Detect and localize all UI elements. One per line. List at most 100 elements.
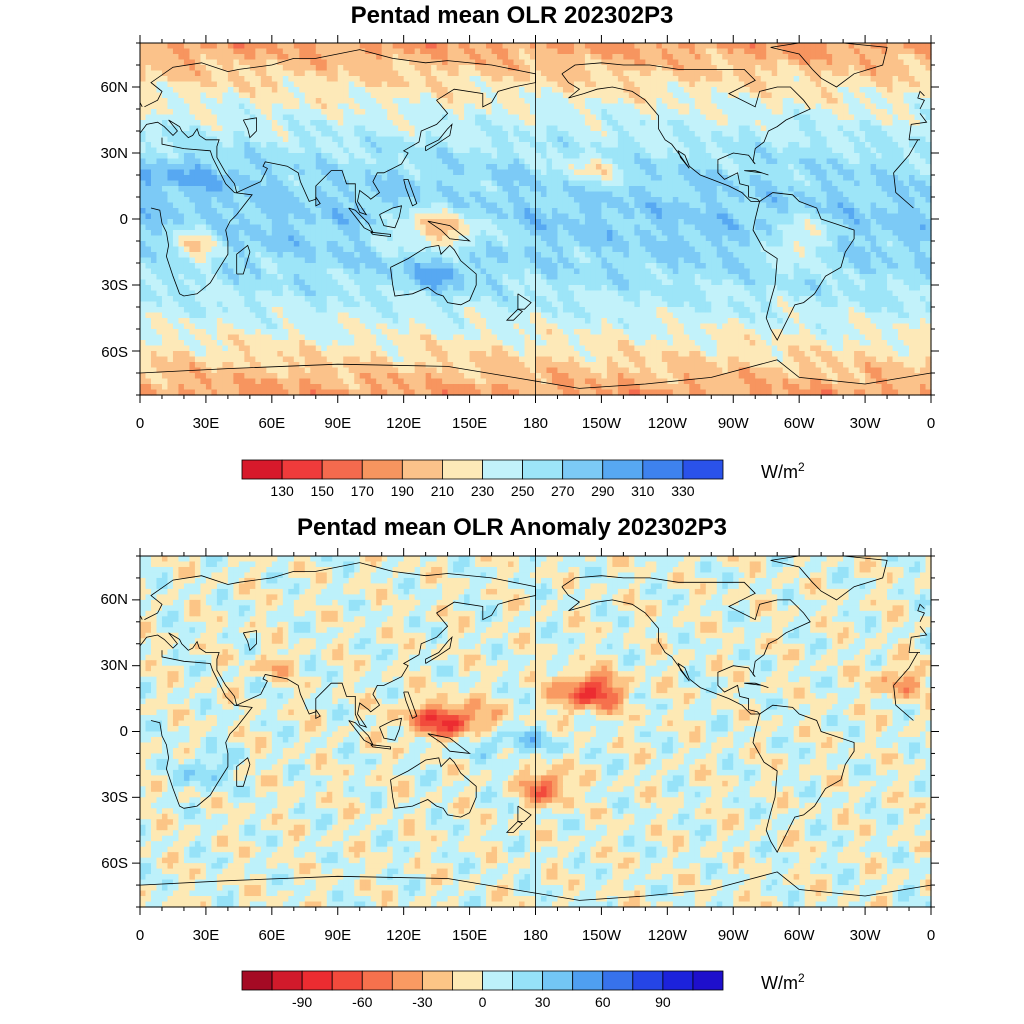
colorbar-swatch	[482, 970, 513, 991]
colorbar-swatch	[452, 970, 483, 991]
colorbar-label: 90	[655, 994, 671, 1010]
colorbar-label: 130	[270, 483, 294, 499]
coastline	[425, 123, 453, 152]
colorbar: -90 -60 -30 0 30 60 90 W/m2	[241, 970, 805, 1010]
lon-tick-label: 0	[927, 927, 935, 944]
lon-tick-label: 90W	[718, 927, 750, 944]
lat-axis: 60N 30N 0 30S 60S	[100, 555, 939, 908]
coastline	[561, 62, 811, 202]
colorbar-unit: W/m2	[761, 971, 805, 993]
lat-tick-label: 60S	[101, 344, 128, 361]
colorbar-label: 0	[479, 994, 487, 1010]
coastline	[150, 650, 919, 809]
colorbar-swatch	[271, 970, 303, 991]
lon-tick-label: 30W	[850, 415, 882, 432]
coastline	[370, 744, 391, 750]
coastline	[744, 170, 769, 176]
colorbar-label: 190	[391, 483, 415, 499]
lat-tick-label: 60N	[100, 79, 128, 96]
lon-tick-label: 60W	[784, 927, 816, 944]
coastline	[242, 117, 257, 139]
lon-tick-label: 60W	[784, 415, 816, 432]
lon-tick-label: 0	[136, 415, 144, 432]
colorbar-label: 30	[535, 994, 551, 1010]
shading-layer	[140, 556, 932, 908]
coastline	[379, 205, 403, 229]
lon-tick-label: 180	[523, 927, 548, 944]
lon-tick-label: 30E	[193, 927, 220, 944]
lon-tick-label: 120E	[386, 927, 421, 944]
coastline	[403, 691, 418, 719]
lon-tick-label: 0	[136, 927, 144, 944]
lat-tick-label: 30N	[100, 145, 128, 162]
colorbar-swatch	[391, 970, 423, 991]
colorbar-swatch	[331, 970, 363, 991]
colorbar-swatch	[421, 970, 453, 991]
colorbar-label: 60	[595, 994, 611, 1010]
colorbar-label: -30	[412, 994, 432, 1010]
colorbar-label: 210	[431, 483, 455, 499]
coastline	[242, 630, 257, 652]
coastline	[315, 709, 321, 719]
colorbar-swatch	[602, 970, 634, 991]
lon-tick-label: 30E	[193, 415, 220, 432]
coastline	[236, 244, 251, 275]
coastline	[561, 575, 811, 715]
colorbar-swatch	[692, 970, 724, 991]
colorbar-label: 150	[311, 483, 335, 499]
coastline	[348, 207, 374, 234]
lon-axis: 0 30E 60E 90E 120E 150E 180 150W 120W 90W 60W 30W 0	[136, 35, 935, 432]
coastline	[379, 717, 403, 741]
coastline	[139, 871, 932, 901]
coastline	[348, 720, 374, 746]
colorbar-label: 230	[471, 483, 495, 499]
colorbar-swatch	[662, 970, 694, 991]
coastline	[427, 220, 471, 242]
lon-tick-label: 120E	[386, 415, 421, 432]
colorbar-label: 170	[351, 483, 375, 499]
panel1-map: 60N 30N 0 30S 60S 0 30E 60E 90E 120E 150E 180 150W 12…	[100, 35, 939, 499]
coastline	[150, 137, 919, 297]
lon-tick-label: 120W	[648, 927, 688, 944]
lon-tick-label: 60E	[258, 927, 285, 944]
coastline	[390, 757, 477, 818]
lon-tick-label: 90E	[324, 927, 351, 944]
colorbar-swatch	[301, 970, 333, 991]
coastline	[744, 682, 769, 688]
colorbar-label: 310	[631, 483, 655, 499]
colorbar-label: 290	[591, 483, 615, 499]
colorbar-label: -60	[352, 994, 372, 1010]
coastline	[370, 231, 391, 238]
coastline	[425, 635, 453, 664]
coastline	[752, 704, 855, 854]
coastline	[139, 359, 932, 389]
coastline	[315, 196, 321, 207]
lon-tick-label: 0	[927, 415, 935, 432]
coastline	[427, 733, 471, 754]
lon-axis: 0 30E 60E 90E 120E 150E 180 150W 120W 90W 60W 30W 0	[136, 548, 935, 944]
colorbar: 130 150 170 190 210 230 250 270 290 310 330 W/m2	[241, 459, 805, 499]
lon-tick-label: 150E	[452, 927, 487, 944]
colorbar-label: 330	[671, 483, 695, 499]
colorbar-swatch	[241, 970, 273, 991]
colorbar-swatch	[512, 970, 544, 991]
coastline	[517, 805, 532, 822]
coastline	[752, 192, 855, 341]
colorbar-swatch	[361, 970, 393, 991]
panel1-title: Pentad mean OLR 202302P3	[350, 2, 674, 29]
lon-tick-label: 90W	[718, 415, 750, 432]
colorbar-swatch	[632, 970, 664, 991]
coastline	[139, 562, 928, 728]
colorbar-label: 250	[511, 483, 535, 499]
shading-layer	[140, 43, 932, 396]
lat-tick-label: 0	[120, 723, 128, 740]
coastline	[236, 757, 251, 787]
lat-tick-label: 60S	[101, 855, 128, 872]
coastline	[390, 244, 477, 306]
lon-tick-label: 180	[523, 415, 548, 432]
lat-tick-label: 30N	[100, 657, 128, 674]
coastline	[403, 179, 418, 207]
lon-tick-label: 150W	[582, 927, 622, 944]
coastline	[139, 49, 928, 216]
